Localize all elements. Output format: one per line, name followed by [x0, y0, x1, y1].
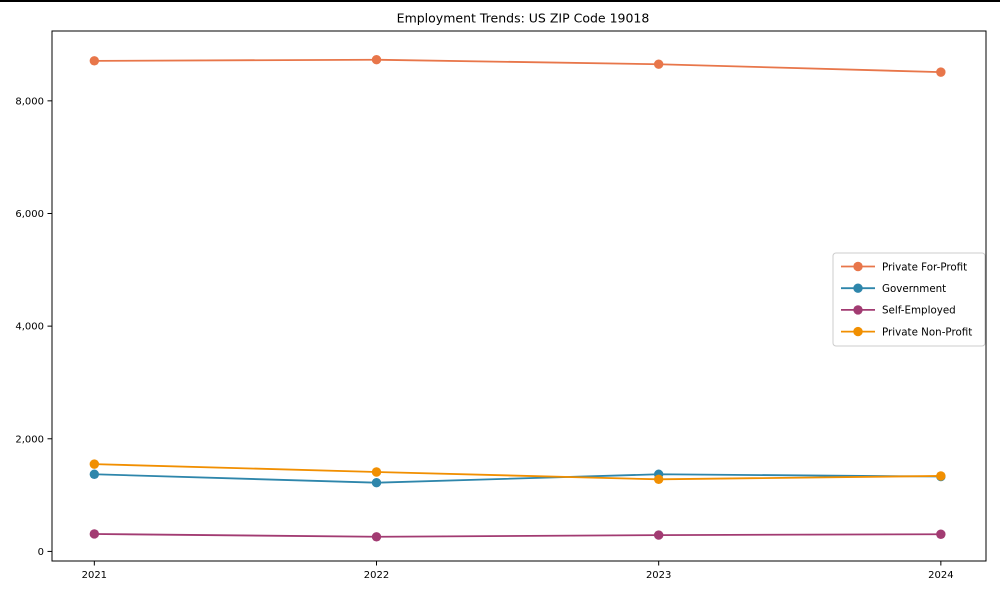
- data-point-marker-private-for-profit: [936, 67, 946, 77]
- data-point-marker-government: [371, 478, 382, 488]
- data-point-marker-private-non-profit: [371, 467, 382, 477]
- series-line-private-for-profit: [94, 58, 941, 74]
- legend-label-government: Government: [882, 283, 946, 295]
- data-point-marker-government: [89, 469, 100, 479]
- legend-label-self-employed: Self-Employed: [882, 305, 956, 317]
- data-point-marker-private-for-profit: [653, 59, 664, 69]
- legend-marker-government: [853, 283, 863, 293]
- series-line-private-non-profit: [94, 463, 941, 481]
- data-point-marker-private-for-profit: [89, 56, 100, 66]
- legend-marker-private-non-profit: [853, 326, 863, 337]
- legend-marker-self-employed: [853, 305, 863, 315]
- data-point-marker-self-employed: [936, 529, 946, 539]
- x-axis-tick-label: 2021: [82, 570, 107, 581]
- window-top-border: [0, 0, 1000, 2]
- data-point-marker-self-employed: [89, 529, 100, 539]
- x-axis-tick-label: 2024: [928, 570, 953, 581]
- series-line-government: [94, 473, 941, 484]
- y-axis-tick-label: 0: [38, 547, 44, 558]
- plot-area: 0 2,000 4,000 6,000 8,000 2021 2022 2023 2024 Pri…: [15, 30, 987, 581]
- x-axis-tick-label: 2023: [646, 570, 671, 581]
- legend-box: [832, 252, 986, 347]
- plot-border: [51, 30, 987, 562]
- data-point-marker-private-for-profit: [371, 55, 382, 65]
- data-point-marker-self-employed: [371, 532, 382, 542]
- y-axis-tick-label: 2,000: [15, 434, 44, 445]
- chart-title: Employment Trends: US ZIP Code 19018: [397, 11, 650, 26]
- legend-marker-private-for-profit: [853, 261, 863, 272]
- legend-label-private-non-profit: Private Non-Profit: [882, 326, 972, 338]
- y-axis-tick-label: 8,000: [15, 96, 44, 107]
- data-point-marker-private-non-profit: [653, 474, 664, 485]
- data-point-marker-private-non-profit: [89, 459, 100, 469]
- series-line-self-employed: [94, 533, 941, 538]
- x-axis-tick-label: 2022: [364, 570, 389, 581]
- data-point-marker-self-employed: [653, 530, 664, 540]
- y-axis-tick-label: 6,000: [15, 209, 44, 220]
- legend-label-private-for-profit: Private For-Profit: [882, 261, 967, 273]
- data-point-marker-private-non-profit: [936, 471, 946, 481]
- y-axis-tick-label: 4,000: [15, 322, 44, 333]
